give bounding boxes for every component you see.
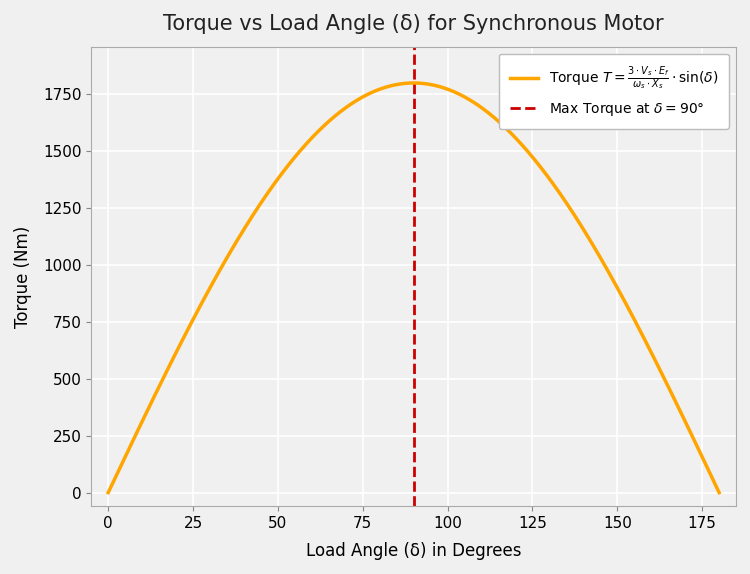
X-axis label: Load Angle (δ) in Degrees: Load Angle (δ) in Degrees <box>306 542 521 560</box>
Y-axis label: Torque (Nm): Torque (Nm) <box>14 225 32 328</box>
Title: Torque vs Load Angle (δ) for Synchronous Motor: Torque vs Load Angle (δ) for Synchronous… <box>164 14 664 34</box>
Legend: Torque $T = \frac{3 \cdot V_s \cdot E_f}{\omega_s \cdot X_s} \cdot \sin(\delta)$: Torque $T = \frac{3 \cdot V_s \cdot E_f}… <box>499 53 729 129</box>
